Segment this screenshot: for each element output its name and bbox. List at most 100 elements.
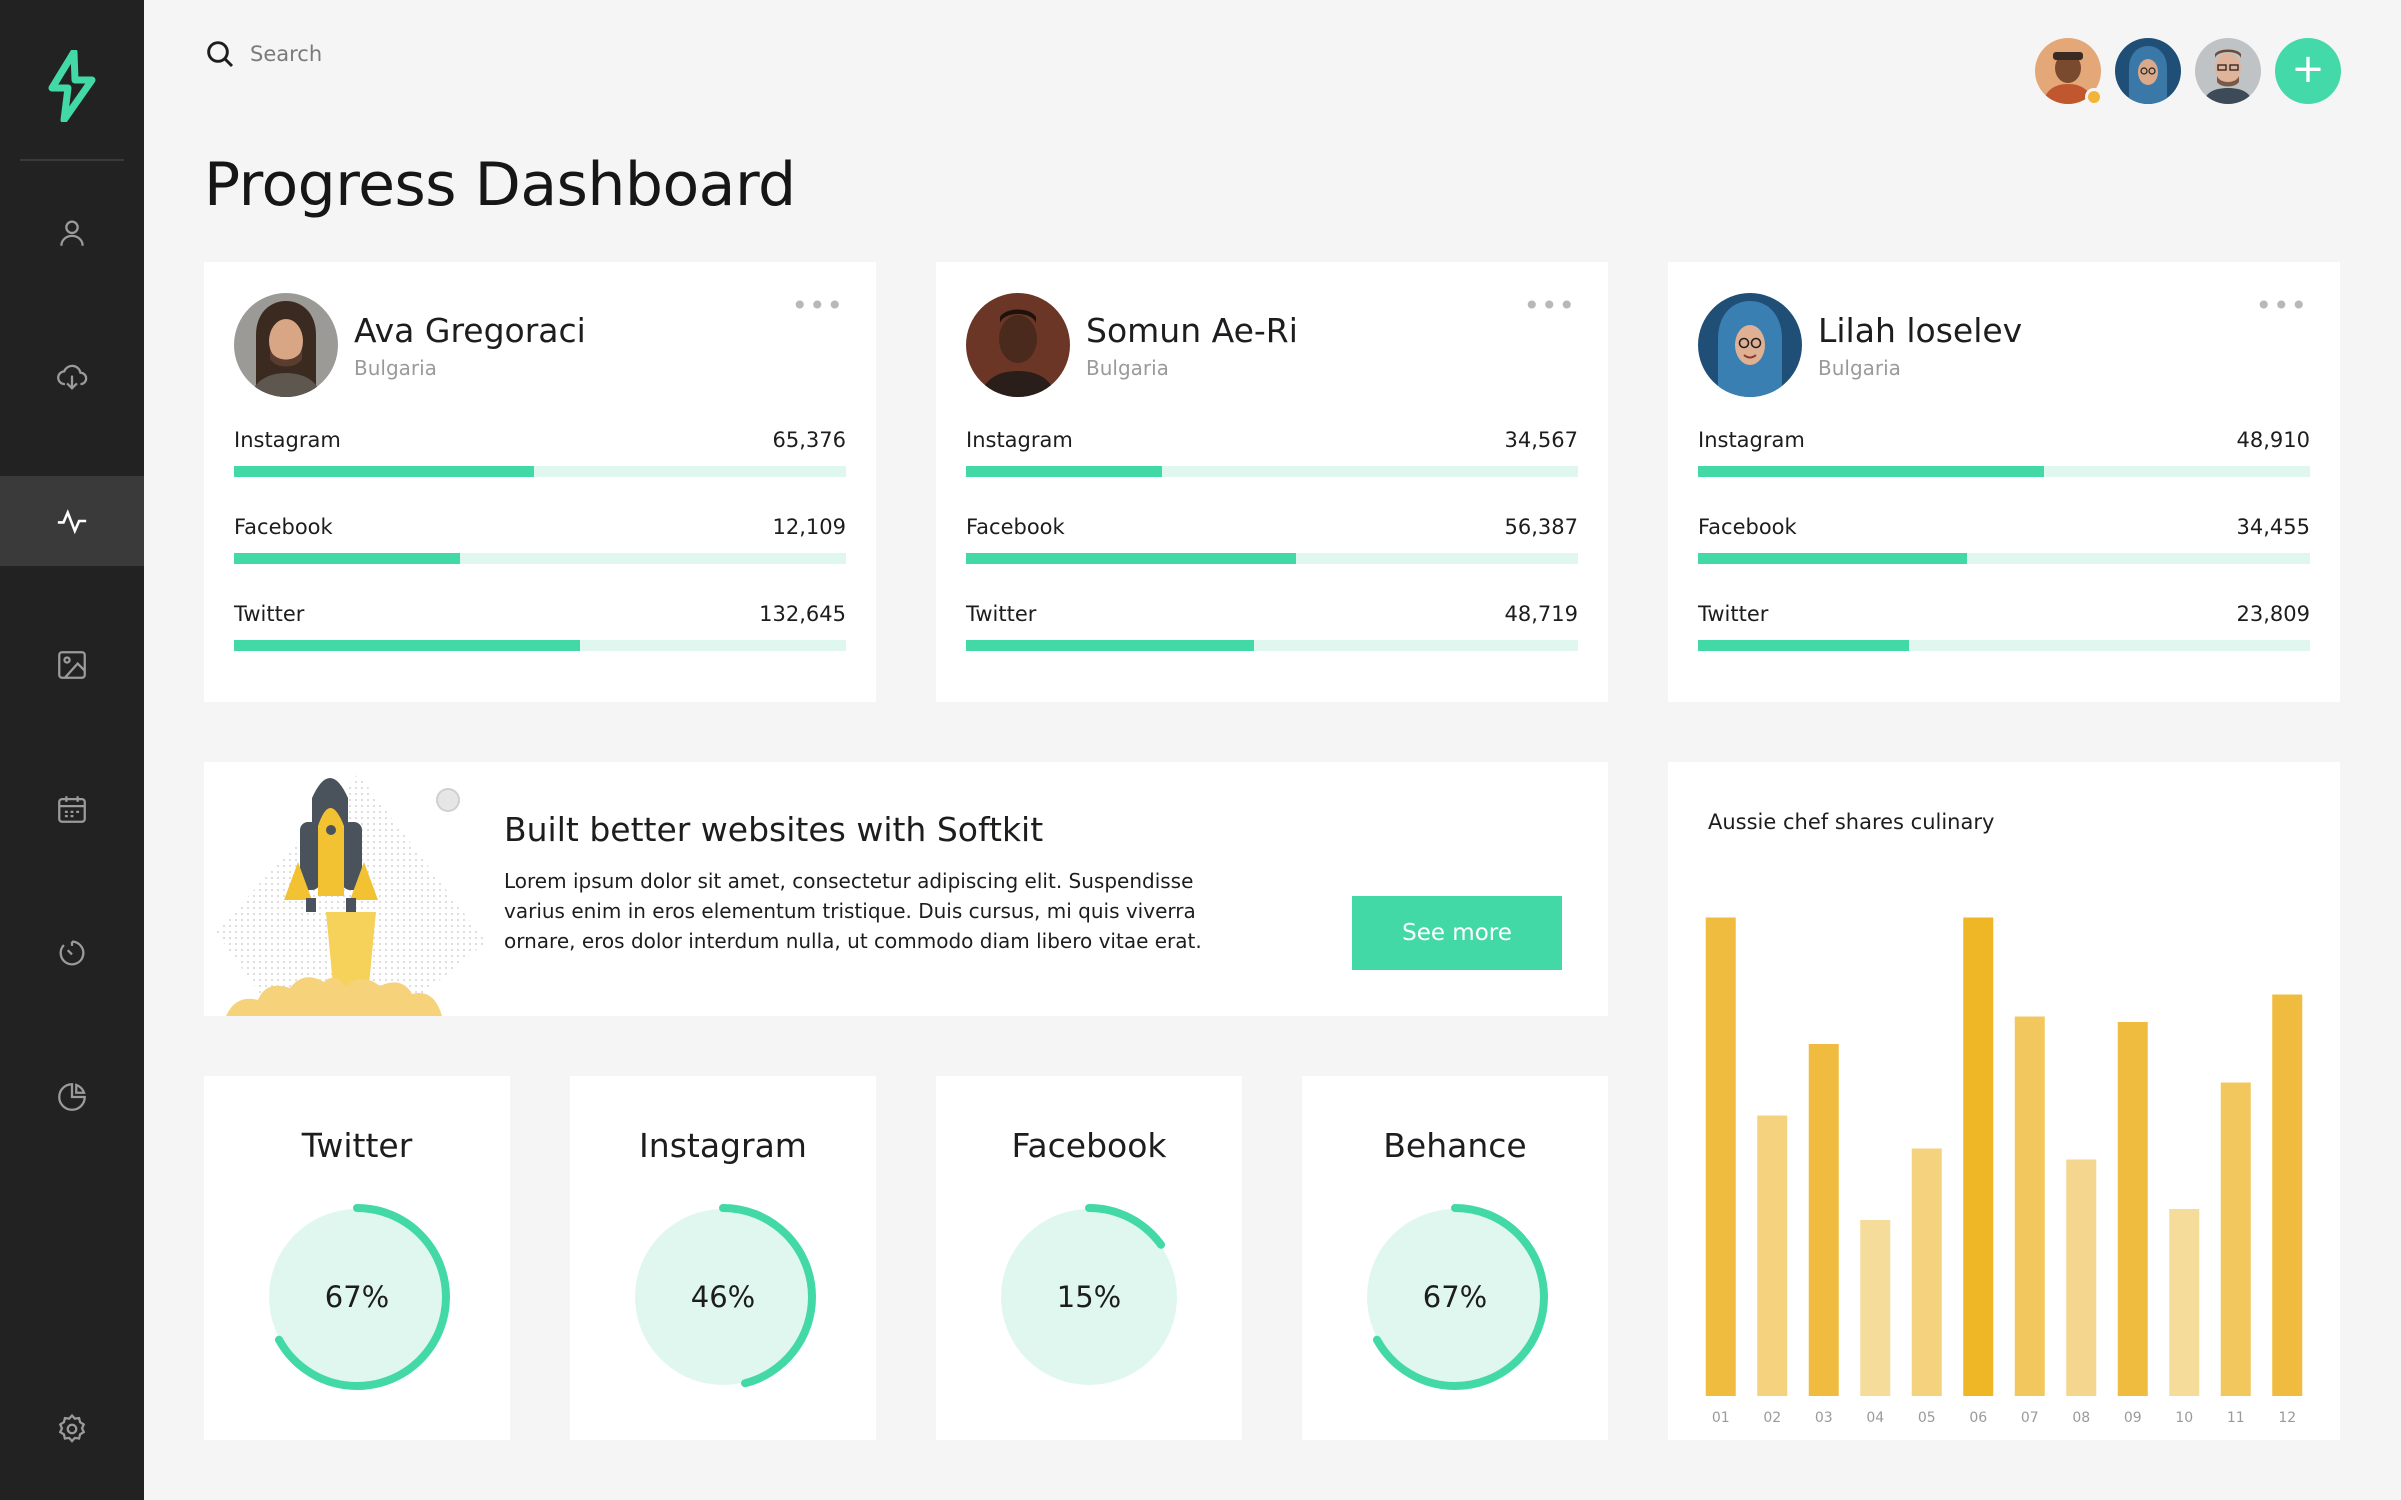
metric-label: Facebook: [1698, 515, 1797, 539]
metric-label: Instagram: [966, 428, 1073, 452]
progress-ring: [630, 1204, 816, 1390]
chart-bar: [2220, 1082, 2251, 1396]
sidebar-item-download[interactable]: [0, 332, 144, 422]
profile-name: Lilah loselev: [1818, 310, 2023, 350]
metric-row: Twitter 48,719: [966, 602, 1578, 689]
x-tick-label: 04: [1866, 1410, 1884, 1426]
chart-bar: [1911, 1148, 1942, 1396]
progress-fill: [966, 553, 1297, 564]
metric-label: Twitter: [966, 602, 1037, 626]
sidebar-item-timer[interactable]: [0, 908, 144, 998]
chart-bar: [1963, 917, 1994, 1396]
social-card-instagram: Instagram 46%: [570, 1076, 876, 1440]
sidebar-item-calendar[interactable]: [0, 764, 144, 854]
social-card-behance: Behance 67%: [1302, 1076, 1608, 1440]
sidebar-item-gallery[interactable]: [0, 620, 144, 710]
metric-value: 48,719: [1504, 602, 1578, 626]
metric-label: Facebook: [234, 515, 333, 539]
chart-title: Aussie chef shares culinary: [1708, 810, 1995, 834]
metric-row: Instagram 48,910: [1698, 428, 2310, 515]
sidebar-item-activity[interactable]: [0, 476, 144, 566]
metric-value: 34,567: [1504, 428, 1578, 452]
more-options-icon[interactable]: •••: [1523, 289, 1576, 322]
search-bar[interactable]: [204, 38, 550, 70]
ring-background: [269, 1209, 445, 1385]
metric-label: Instagram: [234, 428, 341, 452]
metric-value: 23,809: [2236, 602, 2310, 626]
rocket-illustration: [216, 774, 486, 1016]
chart-bar: [1808, 1044, 1839, 1396]
progress-label: 46%: [690, 1280, 756, 1314]
sidebar-item-settings[interactable]: [0, 1384, 144, 1474]
more-options-icon[interactable]: •••: [791, 289, 844, 322]
cloud-download-icon: [57, 364, 88, 390]
social-title: Facebook: [1011, 1126, 1167, 1165]
metric-row: Instagram 34,567: [966, 428, 1578, 515]
avatar[interactable]: [2115, 38, 2181, 104]
progress-ring: [264, 1204, 450, 1390]
x-tick-label: 12: [2278, 1410, 2296, 1426]
metric-value: 132,645: [759, 602, 846, 626]
metric-value: 34,455: [2236, 515, 2310, 539]
image-icon: [58, 651, 86, 679]
lightning-logo-icon[interactable]: [44, 50, 100, 122]
profile-country: Bulgaria: [1086, 355, 1169, 380]
social-card-twitter: Twitter 67%: [204, 1076, 510, 1440]
add-member-button[interactable]: +: [2275, 38, 2341, 104]
progress-bar: [1698, 640, 2310, 651]
more-options-icon[interactable]: •••: [2255, 289, 2308, 322]
bar-chart-card: 01 02 03 04 05 06 07 08 09 10 11 12 Aussie chef sha…: [1668, 762, 2340, 1440]
ring-background: [635, 1209, 811, 1385]
chart-bar: [2169, 1209, 2200, 1396]
chart-bar: [1757, 1115, 1788, 1396]
progress-ring: [996, 1204, 1182, 1390]
metric-value: 56,387: [1504, 515, 1578, 539]
sidebar-item-reports[interactable]: [0, 1052, 144, 1142]
activity-icon: [57, 509, 87, 535]
chart-bar: [1860, 1220, 1891, 1396]
avatar: [966, 293, 1070, 397]
metric-row: Facebook 56,387: [966, 515, 1578, 602]
social-title: Twitter: [301, 1126, 413, 1165]
see-more-button[interactable]: See more: [1352, 896, 1562, 970]
metric-row: Twitter 132,645: [234, 602, 846, 689]
chart-bar: [1705, 917, 1736, 1396]
progress-ring: [1362, 1204, 1548, 1390]
ring-progress-arc: [630, 1204, 816, 1390]
progress-label: 67%: [1422, 1280, 1488, 1314]
status-indicator: [2085, 88, 2103, 106]
avatar[interactable]: [2195, 38, 2261, 104]
progress-fill: [1698, 640, 1910, 651]
x-tick-label: 07: [2021, 1410, 2039, 1426]
profile-country: Bulgaria: [1818, 355, 1901, 380]
profile-name: Ava Gregoraci: [354, 310, 586, 350]
progress-bar: [966, 553, 1578, 564]
promo-banner: Built better websites with Softkit Lorem…: [204, 762, 1608, 1016]
profile-card: Somun Ae-Ri Bulgaria ••• Instagram 34,567…: [936, 262, 1608, 702]
metric-value: 65,376: [772, 428, 846, 452]
progress-bar: [966, 466, 1578, 477]
profile-name: Somun Ae-Ri: [1086, 310, 1298, 350]
progress-bar: [234, 640, 846, 651]
search-input[interactable]: [250, 42, 550, 66]
chart-bar: [2066, 1159, 2097, 1396]
social-card-facebook: Facebook 15%: [936, 1076, 1242, 1440]
ring-background: [1367, 1209, 1543, 1385]
progress-fill: [1698, 466, 2044, 477]
social-title: Behance: [1383, 1126, 1527, 1165]
ring-progress-arc: [1362, 1204, 1548, 1390]
sidebar: [0, 0, 144, 1500]
gear-icon: [58, 1413, 86, 1443]
sidebar-item-user[interactable]: [0, 188, 144, 278]
promo-title: Built better websites with Softkit: [504, 810, 1044, 849]
avatar[interactable]: [2035, 38, 2103, 106]
social-title: Instagram: [639, 1126, 807, 1165]
progress-fill: [234, 640, 580, 651]
profile-card: Ava Gregoraci Bulgaria ••• Instagram 65,3…: [204, 262, 876, 702]
progress-bar: [234, 466, 846, 477]
bar-chart: 01 02 03 04 05 06 07 08 09 10 11 12: [1705, 917, 2303, 1426]
pie-chart-icon: [58, 1083, 86, 1111]
plus-icon: +: [2291, 46, 2325, 92]
x-tick-label: 05: [1918, 1410, 1936, 1426]
team-avatars: +: [2035, 38, 2341, 106]
